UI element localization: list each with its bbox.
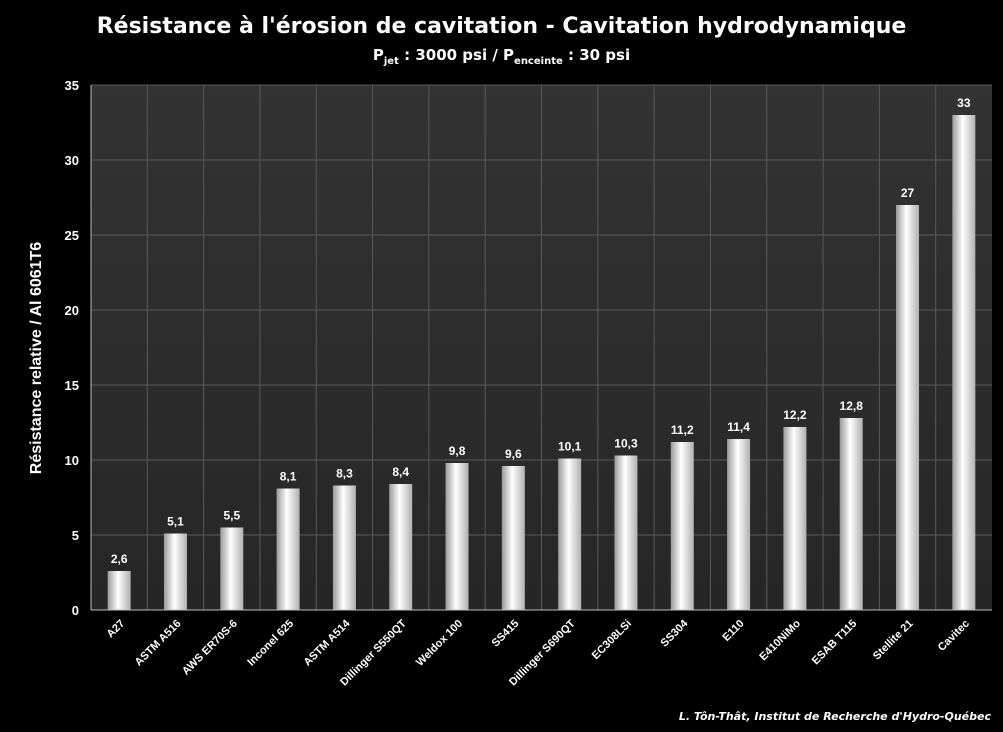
- y-axis-ticks: 0 5 10 15 20 25 30 35: [65, 78, 79, 618]
- bar: [727, 439, 751, 610]
- y-tick-label: 15: [65, 378, 79, 393]
- y-tick-label: 35: [65, 78, 79, 93]
- x-tick-label: E110: [720, 618, 746, 644]
- bar-value-label: 10,1: [558, 440, 582, 454]
- y-tick-label: 0: [72, 603, 79, 618]
- bar-value-label: 5,1: [167, 515, 184, 529]
- grid-lines: [91, 84, 992, 610]
- bar: [558, 458, 582, 610]
- subtitle-end: : 30 psi: [562, 46, 631, 64]
- x-tick-label: SS415: [490, 618, 522, 650]
- y-tick-label: 5: [72, 528, 79, 543]
- bar-value-label: 11,2: [671, 423, 694, 437]
- x-tick-label: ESAB T115: [810, 618, 860, 668]
- bar-value-label: 9,8: [449, 444, 466, 458]
- x-tick-label: Stellite 21: [871, 618, 916, 663]
- bar-value-label: 33: [957, 96, 971, 110]
- bar: [445, 463, 469, 610]
- bar: [952, 115, 976, 610]
- bar: [107, 571, 131, 610]
- y-axis-label: Résistance relative / Al 6061T6: [28, 242, 45, 475]
- bar-value-label: 27: [901, 186, 915, 200]
- x-tick-label: Inconel 625: [245, 618, 296, 669]
- bar-value-label: 8,4: [392, 465, 409, 479]
- x-tick-label: SS304: [659, 617, 691, 649]
- bar-value-label: 5,5: [223, 509, 240, 523]
- subtitle-p1-sub: jet: [383, 56, 399, 67]
- x-tick-label: ASTM A516: [133, 618, 184, 669]
- subtitle-p2: P: [503, 46, 515, 64]
- bar: [896, 205, 920, 610]
- bar-value-label: 2,6: [111, 552, 128, 566]
- x-tick-label: E410NiMo: [757, 617, 803, 663]
- bar: [163, 533, 187, 610]
- subtitle-mid: : 3000 psi /: [398, 46, 504, 64]
- credit-text: L. Tôn-Thât, Institut de Recherche d'Hyd…: [678, 710, 991, 723]
- bar: [389, 484, 413, 610]
- bar: [501, 466, 525, 610]
- subtitle-p1: P: [372, 46, 384, 64]
- bar-value-label: 8,1: [280, 470, 297, 484]
- bar: [332, 485, 356, 610]
- subtitle-p2-sub: enceinte: [514, 56, 563, 67]
- bar-value-label: 9,6: [505, 447, 522, 461]
- x-tick-label: Weldox 100: [414, 618, 465, 669]
- x-tick-label: EC308LSi: [590, 618, 634, 662]
- chart-title: Résistance à l'érosion de cavitation - C…: [96, 14, 907, 39]
- bar: [839, 418, 863, 610]
- x-tick-label: ASTM A514: [302, 617, 354, 669]
- y-tick-label: 20: [65, 303, 79, 318]
- bar-value-label: 12,2: [783, 408, 807, 422]
- bar: [670, 442, 694, 610]
- bar: [614, 455, 638, 610]
- bar: [220, 527, 244, 610]
- bar-value-label: 8,3: [336, 467, 353, 481]
- bar: [783, 427, 807, 610]
- bar-value-label: 11,4: [727, 420, 750, 434]
- bar-value-label: 10,3: [614, 437, 638, 451]
- x-tick-label: Cavitec: [936, 618, 972, 654]
- x-tick-label: AWS ER70S-6: [180, 618, 240, 678]
- y-tick-label: 30: [65, 153, 79, 168]
- bar-value-label: 12,8: [840, 399, 864, 413]
- bars: 2,6 5,1 5,5 8,1 8,3 8,4 9,8 9,6 10,1 10,3 11,2 11,4…: [107, 96, 976, 610]
- x-tick-label: A27: [105, 618, 128, 641]
- bar: [276, 488, 300, 610]
- chart-subtitle: Pjet : 3000 psi / Penceinte : 30 psi: [0, 46, 1003, 67]
- y-tick-label: 10: [65, 453, 79, 468]
- y-tick-label: 25: [65, 228, 79, 243]
